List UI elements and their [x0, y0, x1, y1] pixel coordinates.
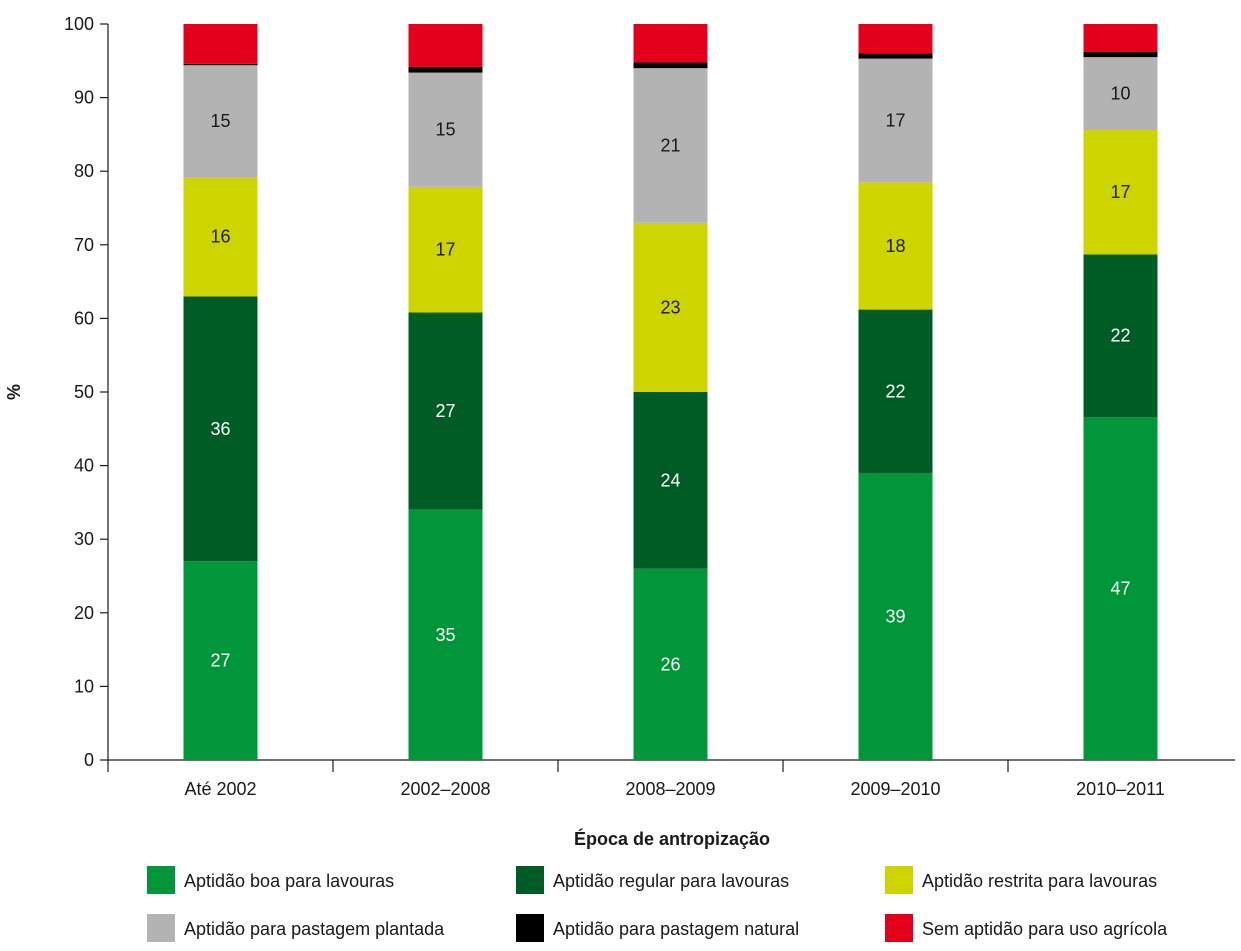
legend-swatch: [885, 866, 913, 894]
x-tick-label: 2010–2011: [1076, 779, 1165, 799]
data-label: 24: [660, 470, 680, 490]
bar-segment: [1083, 24, 1158, 52]
bar-segment: [183, 24, 258, 64]
bar-segment: [1083, 129, 1158, 255]
bar-segment: [408, 24, 483, 67]
data-label: 23: [660, 297, 680, 317]
bar-segment: [1083, 51, 1158, 58]
bar-segment: [858, 24, 933, 54]
y-tick-label: 50: [74, 382, 94, 402]
x-tick-label: 2008–2009: [625, 779, 715, 799]
bar-segment: [183, 177, 258, 297]
data-label: 16: [210, 227, 230, 247]
data-label: 22: [885, 381, 905, 401]
bar-segment: [858, 182, 933, 310]
data-label: 18: [885, 236, 905, 256]
data-label: 27: [435, 401, 455, 421]
legend-label: Aptidão para pastagem natural: [553, 919, 799, 939]
data-label: 15: [210, 111, 230, 131]
x-tick-label: 2002–2008: [400, 779, 490, 799]
legend-item: Aptidão restrita para lavouras: [885, 866, 1157, 894]
bars: [183, 24, 1158, 760]
data-label: 17: [1110, 182, 1130, 202]
bar-segment: [408, 509, 483, 760]
data-label: 27: [210, 651, 230, 671]
legend-label: Sem aptidão para uso agrícola: [922, 919, 1168, 939]
y-tick-label: 60: [74, 308, 94, 328]
bar-segment: [408, 186, 483, 313]
y-axis: 0 10 20 30 40 50 60 70 80 90 100: [64, 14, 109, 770]
data-label: 15: [435, 120, 455, 140]
legend-item: Aptidão boa para lavouras: [147, 866, 394, 894]
legend-label: Aptidão restrita para lavouras: [922, 871, 1157, 891]
bar-segment: [408, 72, 483, 187]
legend-item: Aptidão regular para lavouras: [516, 866, 789, 894]
legend-swatch: [516, 866, 544, 894]
bar-segment: [1083, 254, 1158, 418]
x-tick-label: Até 2002: [184, 779, 256, 799]
bar-segment: [183, 65, 258, 178]
bar-segment: [633, 24, 708, 63]
bar-segment: [1083, 417, 1158, 760]
data-label: 10: [1110, 84, 1130, 104]
data-label: 39: [885, 606, 905, 626]
bar-segment: [633, 62, 708, 69]
legend-item: Sem aptidão para uso agrícola: [885, 914, 1168, 942]
bar-segment: [858, 472, 933, 760]
legend-swatch: [885, 914, 913, 942]
y-tick-label: 100: [64, 14, 94, 34]
bar-segment: [858, 58, 933, 183]
y-tick-label: 10: [74, 676, 94, 696]
legend-label: Aptidão boa para lavouras: [184, 871, 394, 891]
legend-item: Aptidão para pastagem natural: [516, 914, 799, 942]
bar-segment: [633, 392, 708, 569]
y-tick-label: 20: [74, 603, 94, 623]
x-axis-title: Época de antropização: [574, 828, 770, 849]
y-tick-label: 40: [74, 456, 94, 476]
bar-segment: [858, 53, 933, 59]
bar-segment: [183, 561, 258, 760]
y-tick-label: 0: [84, 750, 94, 770]
data-label: 35: [435, 625, 455, 645]
x-axis: Até 2002 2002–2008 2008–2009 2009–2010 2010–…: [107, 759, 1235, 799]
data-label: 36: [210, 419, 230, 439]
bar-segment: [408, 312, 483, 510]
legend-swatch: [516, 914, 544, 942]
y-axis-title: %: [4, 384, 24, 400]
y-tick-label: 90: [74, 88, 94, 108]
data-label: 21: [660, 135, 680, 155]
data-label: 47: [1110, 579, 1130, 599]
legend-swatch: [147, 914, 175, 942]
data-label: 26: [660, 654, 680, 674]
data-label: 17: [885, 110, 905, 130]
legend-label: Aptidão regular para lavouras: [553, 871, 789, 891]
bar-segment: [633, 568, 708, 760]
y-tick-label: 30: [74, 529, 94, 549]
bar-segment: [633, 222, 708, 392]
bar-segment: [408, 66, 483, 73]
bar-segment: [183, 296, 258, 562]
bar-labels: 27 36 16 15 35 27 17 15 26 24 23 21 39 22 18 17 47 22 17 10: [210, 84, 1130, 675]
bar-segment: [183, 63, 258, 66]
legend-item: Aptidão para pastagem plantada: [147, 914, 445, 942]
data-label: 22: [1110, 326, 1130, 346]
legend-swatch: [147, 866, 175, 894]
bar-segment: [633, 68, 708, 223]
x-tick-label: 2009–2010: [850, 779, 940, 799]
bar-segment: [858, 309, 933, 473]
legend-label: Aptidão para pastagem plantada: [184, 919, 445, 939]
data-label: 17: [435, 240, 455, 260]
y-tick-label: 80: [74, 161, 94, 181]
y-tick-label: 70: [74, 235, 94, 255]
legend: Aptidão boa para lavouras Aptidão regular…: [147, 866, 1168, 942]
bar-segment: [1083, 57, 1158, 130]
